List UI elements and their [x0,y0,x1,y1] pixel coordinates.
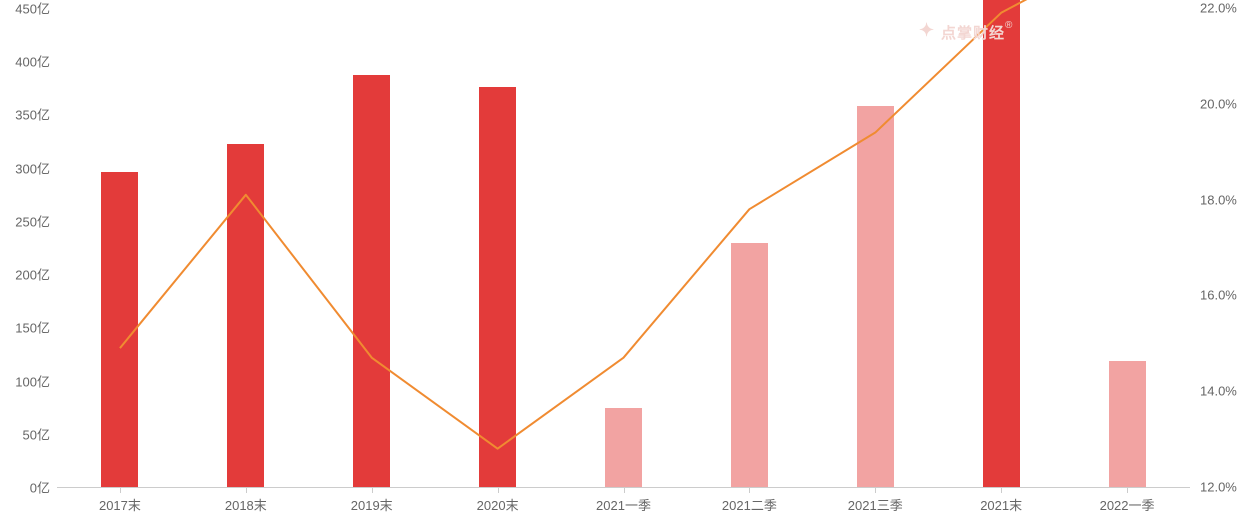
line-series [0,0,1247,521]
watermark-text: 点掌财经 [941,22,1005,43]
watermark-reg: ® [1005,20,1012,31]
combo-chart: 0亿50亿100亿150亿200亿250亿300亿350亿400亿450亿12.… [0,0,1247,521]
watermark-icon: ✦ [919,20,935,41]
